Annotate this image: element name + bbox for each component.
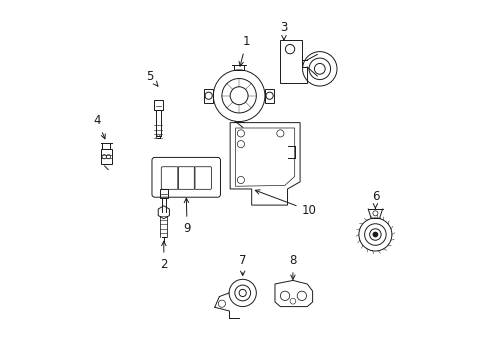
Text: 5: 5 — [145, 69, 158, 86]
Text: 2: 2 — [160, 241, 167, 271]
Text: 10: 10 — [255, 190, 316, 217]
Text: 8: 8 — [288, 254, 296, 279]
Text: 6: 6 — [371, 190, 378, 208]
Circle shape — [372, 232, 377, 237]
Text: 7: 7 — [239, 254, 246, 275]
Text: 4: 4 — [94, 114, 105, 139]
Text: 3: 3 — [280, 21, 287, 40]
Text: 1: 1 — [239, 35, 249, 66]
Text: 9: 9 — [183, 198, 190, 235]
